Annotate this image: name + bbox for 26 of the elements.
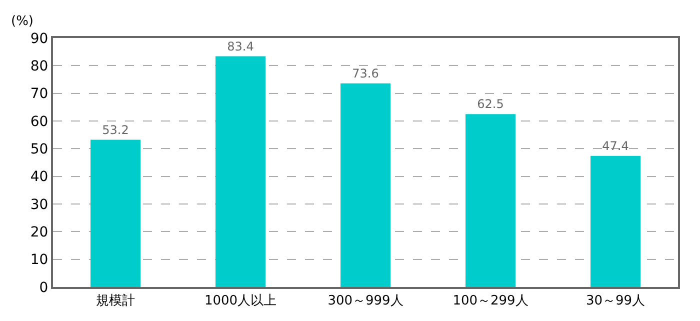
data-label: 53.2	[102, 122, 129, 137]
y-tick-label: 60	[30, 114, 48, 130]
x-tick-label: 規模計	[96, 294, 135, 309]
y-axis-title: (%)	[11, 14, 34, 29]
bar	[590, 156, 640, 287]
data-label: 73.6	[352, 66, 379, 80]
data-label: 83.4	[227, 39, 254, 54]
data-label: 47.4	[602, 138, 629, 153]
y-tick-label: 30	[30, 196, 48, 213]
x-tick-label: 300～999人	[328, 294, 404, 309]
y-tick-label: 40	[30, 169, 48, 186]
y-tick-label: 50	[30, 142, 48, 158]
bar	[340, 83, 390, 287]
data-label: 62.5	[477, 97, 504, 112]
y-tick-label: 90	[30, 30, 48, 47]
x-tick-label: 1000人以上	[204, 294, 277, 309]
bar	[466, 114, 516, 287]
y-tick-label: 70	[30, 86, 48, 102]
y-tick-label: 10	[30, 252, 48, 268]
y-tick-label: 20	[30, 224, 48, 241]
bar	[90, 140, 140, 287]
y-tick-label: 80	[30, 58, 48, 75]
x-tick-label: 100～299人	[452, 294, 528, 309]
x-tick-label: 30～99人	[586, 294, 646, 309]
bar	[216, 56, 266, 287]
y-tick-label: 0	[39, 280, 48, 296]
